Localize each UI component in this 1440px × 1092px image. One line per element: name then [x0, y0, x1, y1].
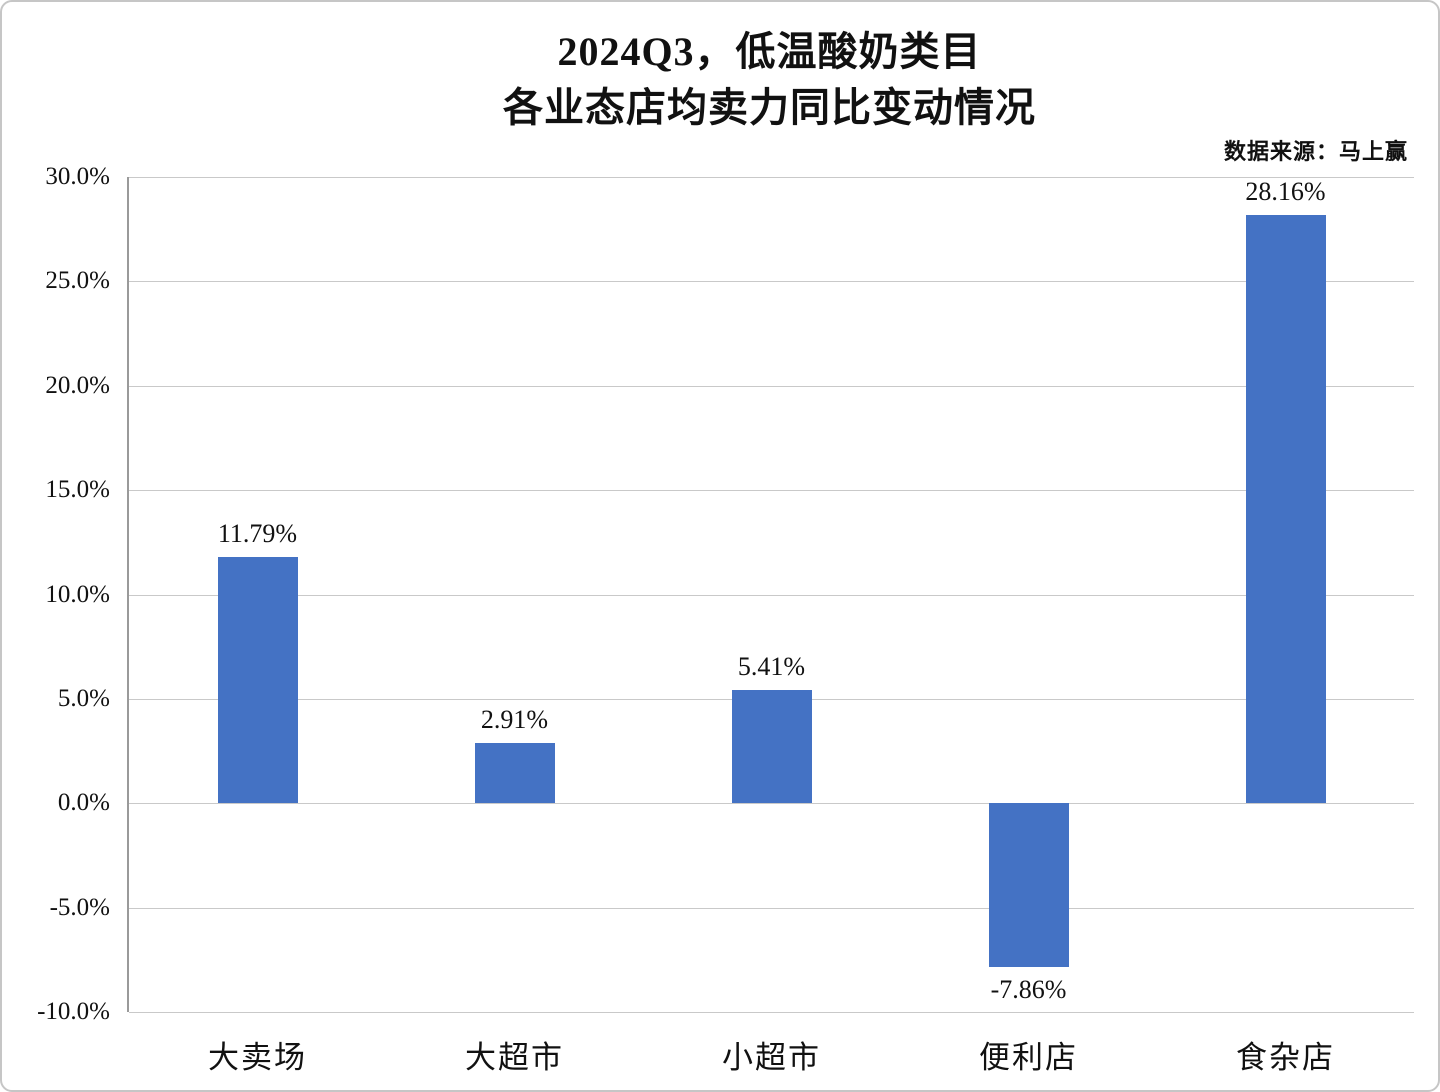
data-source-note: 数据来源：马上赢: [1223, 139, 1408, 164]
y-axis-tick-label: 10.0%: [45, 580, 110, 608]
x-axis-category-label: 便利店: [979, 1040, 1078, 1075]
gridline: [129, 490, 1414, 492]
gridline: [129, 803, 1414, 805]
bar-value-label: -7.86%: [990, 975, 1067, 1005]
gridline: [129, 385, 1414, 387]
chart-bar: [988, 803, 1069, 968]
chart-title: 2024Q3，低温酸奶类目 各业态店均卖力同比变动情况: [127, 24, 1412, 136]
bar-value-label: 5.41%: [737, 652, 806, 682]
gridline: [129, 594, 1414, 596]
chart-title-line-1: 2024Q3，低温酸奶类目: [557, 29, 982, 74]
bar-value-label: 11.79%: [217, 519, 298, 549]
bar-value-label: 2.91%: [480, 704, 549, 734]
x-axis-category-label: 小超市: [722, 1040, 821, 1075]
gridline: [129, 177, 1414, 178]
chart-bar: [1245, 215, 1326, 804]
y-axis-tick-label: 15.0%: [45, 476, 110, 504]
chart-bar: [474, 742, 555, 804]
gridline: [129, 281, 1414, 283]
x-axis-category-label: 大超市: [465, 1040, 564, 1075]
gridline: [129, 907, 1414, 909]
x-axis-category-label: 大卖场: [208, 1040, 307, 1075]
y-axis-tick-label: 0.0%: [57, 789, 110, 817]
chart-bar: [217, 557, 298, 804]
y-axis-tick-label: 5.0%: [57, 684, 110, 712]
chart-bar: [731, 690, 812, 804]
plot-area: 30.0% 25.0% 20.0% 15.0% 10.0% 5.0% 0.0% -5.0% -1…: [37, 163, 1414, 1075]
y-axis-tick-label: 25.0%: [45, 267, 110, 295]
gridline: [129, 1012, 1414, 1013]
bar-value-label: 28.16%: [1245, 177, 1326, 207]
y-axis-tick-label: -10.0%: [37, 998, 110, 1025]
y-axis-tick-label: -5.0%: [49, 893, 110, 921]
chart-title-line-2: 各业态店均卖力同比变动情况: [503, 85, 1036, 130]
y-axis-tick-label: 30.0%: [45, 163, 110, 190]
x-axis-category-label: 食杂店: [1236, 1040, 1335, 1075]
y-axis-tick-label: 20.0%: [45, 371, 110, 399]
